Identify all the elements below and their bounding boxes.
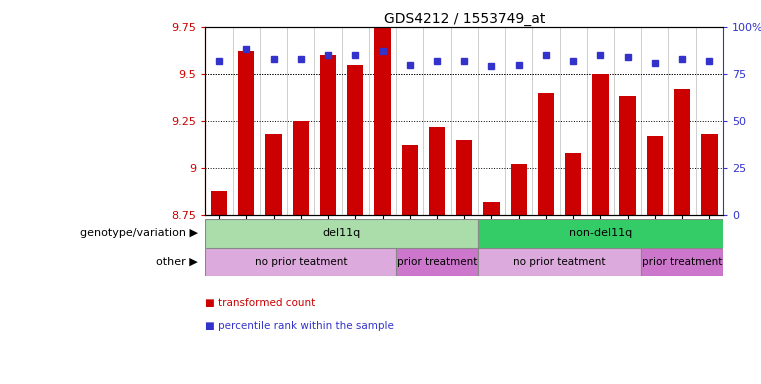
Bar	[347, 65, 364, 215]
Text: ■ percentile rank within the sample: ■ percentile rank within the sample	[205, 321, 394, 331]
Bar	[211, 190, 228, 215]
Bar	[647, 136, 663, 215]
Bar	[320, 55, 336, 215]
Text: ■ transformed count: ■ transformed count	[205, 298, 316, 308]
Text: no prior teatment: no prior teatment	[254, 257, 347, 267]
Text: prior treatment: prior treatment	[642, 257, 722, 267]
Bar	[642, 248, 723, 276]
Bar	[238, 51, 254, 215]
Bar	[402, 146, 418, 215]
Bar	[428, 127, 445, 215]
Text: del11q: del11q	[323, 228, 361, 238]
Bar	[396, 248, 478, 276]
Text: prior treatment: prior treatment	[396, 257, 477, 267]
Bar	[701, 134, 718, 215]
Text: no prior teatment: no prior teatment	[513, 257, 606, 267]
Bar	[538, 93, 554, 215]
Bar	[483, 202, 500, 215]
Bar	[592, 74, 609, 215]
Bar	[205, 248, 396, 276]
Bar	[619, 96, 635, 215]
Bar	[293, 121, 309, 215]
Bar	[478, 248, 642, 276]
Bar	[266, 134, 282, 215]
Bar	[456, 140, 473, 215]
Bar	[374, 27, 390, 215]
Bar	[565, 153, 581, 215]
Title: GDS4212 / 1553749_at: GDS4212 / 1553749_at	[384, 12, 545, 26]
Bar	[674, 89, 690, 215]
Bar	[511, 164, 527, 215]
Bar	[205, 219, 478, 248]
Text: genotype/variation ▶: genotype/variation ▶	[80, 228, 198, 238]
Bar	[478, 219, 723, 248]
Text: other ▶: other ▶	[156, 257, 198, 267]
Text: non-del11q: non-del11q	[568, 228, 632, 238]
